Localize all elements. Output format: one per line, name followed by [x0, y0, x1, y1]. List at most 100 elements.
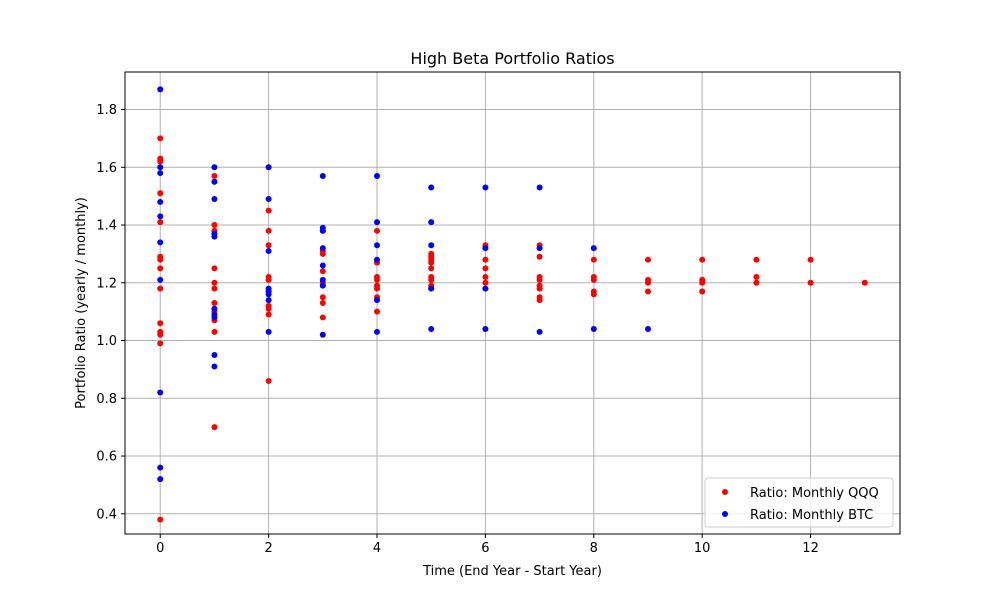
scatter-point	[644, 288, 651, 295]
scatter-point	[157, 164, 164, 171]
scatter-point	[374, 297, 381, 304]
scatter-point	[157, 213, 164, 220]
x-tick-label: 4	[373, 541, 381, 556]
scatter-point	[807, 279, 814, 286]
scatter-point	[319, 300, 326, 306]
scatter-point	[211, 172, 218, 179]
scatter-point	[753, 256, 760, 263]
scatter-point	[157, 170, 164, 177]
scatter-point	[265, 328, 272, 335]
scatter-point	[157, 86, 164, 93]
scatter-point	[428, 259, 435, 266]
scatter-point	[536, 297, 543, 304]
x-tick-label: 12	[802, 541, 819, 556]
legend-marker-btc	[722, 511, 728, 517]
scatter-point	[211, 351, 218, 358]
scatter-point	[753, 274, 760, 281]
scatter-point	[211, 328, 218, 335]
scatter-point	[319, 282, 326, 289]
scatter-point	[319, 227, 326, 234]
legend: Ratio: Monthly QQQ Ratio: Monthly BTC	[704, 477, 894, 528]
scatter-point	[319, 268, 326, 275]
scatter-point	[699, 288, 706, 295]
y-tick-label: 0.4	[96, 507, 117, 522]
x-tick-label: 2	[264, 541, 272, 556]
chart-title: High Beta Portfolio Ratios	[410, 49, 614, 68]
scatter-point	[157, 476, 164, 483]
scatter-point	[374, 242, 381, 249]
scatter-point	[211, 178, 218, 185]
scatter-point	[590, 276, 597, 283]
scatter-point	[157, 265, 164, 272]
scatter-point	[590, 256, 597, 263]
data-points	[157, 86, 868, 523]
scatter-point	[428, 285, 435, 292]
axis-ticks: 0 2 4 6 8 10 12 0.4 0.6 0.8 1.0 1.2 1.4 1.6 1.8	[96, 103, 819, 556]
scatter-point	[265, 311, 272, 318]
scatter-point	[536, 276, 543, 283]
scatter-point	[265, 196, 272, 203]
scatter-point	[211, 279, 218, 286]
y-axis-label: Portfolio Ratio (yearly / monthly)	[74, 197, 89, 409]
scatter-point	[428, 265, 435, 272]
scatter-point	[319, 250, 326, 257]
legend-label-qqq: Ratio: Monthly QQQ	[750, 486, 879, 501]
scatter-point	[482, 325, 489, 332]
scatter-point	[374, 219, 381, 226]
scatter-point	[590, 325, 597, 332]
x-axis-label: Time (End Year - Start Year)	[422, 564, 602, 579]
scatter-point	[753, 279, 760, 286]
x-tick-label: 6	[481, 541, 489, 556]
scatter-point	[699, 256, 706, 263]
scatter-point	[536, 184, 543, 191]
scatter-point	[319, 331, 326, 338]
scatter-point	[265, 377, 272, 384]
scatter-point	[157, 331, 164, 338]
scatter-point	[374, 227, 381, 234]
scatter-point	[482, 274, 489, 281]
y-tick-label: 1.2	[96, 276, 117, 291]
scatter-point	[319, 245, 326, 252]
scatter-point	[428, 184, 435, 191]
scatter-point	[157, 135, 164, 142]
scatter-point	[211, 300, 218, 306]
scatter-point	[211, 233, 218, 240]
scatter-point	[644, 256, 651, 263]
scatter-point	[265, 248, 272, 255]
x-tick-label: 0	[156, 541, 164, 556]
scatter-point	[482, 265, 489, 272]
scatter-point	[644, 325, 651, 332]
scatter-point	[157, 340, 164, 347]
y-tick-label: 1.4	[96, 219, 117, 234]
scatter-point	[374, 172, 381, 179]
scatter-point	[157, 516, 164, 523]
scatter-point	[428, 242, 435, 249]
scatter-point	[211, 314, 218, 321]
scatter-point	[861, 279, 868, 286]
scatter-point	[319, 262, 326, 269]
scatter-point	[374, 256, 381, 263]
scatter-point	[157, 219, 164, 226]
scatter-point	[590, 245, 597, 252]
scatter-point	[482, 184, 489, 191]
scatter-point	[265, 242, 272, 249]
scatter-point	[211, 196, 218, 203]
scatter-point	[157, 320, 164, 327]
y-tick-label: 0.8	[96, 392, 117, 407]
scatter-point	[319, 314, 326, 321]
scatter-point	[428, 276, 435, 283]
scatter-point	[374, 276, 381, 283]
scatter-point	[157, 276, 164, 283]
scatter-point	[211, 424, 218, 431]
scatter-point	[319, 294, 326, 301]
x-tick-label: 8	[590, 541, 598, 556]
plot-frame	[124, 71, 901, 535]
scatter-point	[211, 164, 218, 171]
scatter-point	[265, 227, 272, 234]
scatter-point	[699, 279, 706, 286]
scatter-point	[157, 389, 164, 396]
scatter-point	[482, 279, 489, 286]
scatter-point	[211, 265, 218, 272]
scatter-point	[319, 276, 326, 283]
scatter-point	[157, 256, 164, 263]
